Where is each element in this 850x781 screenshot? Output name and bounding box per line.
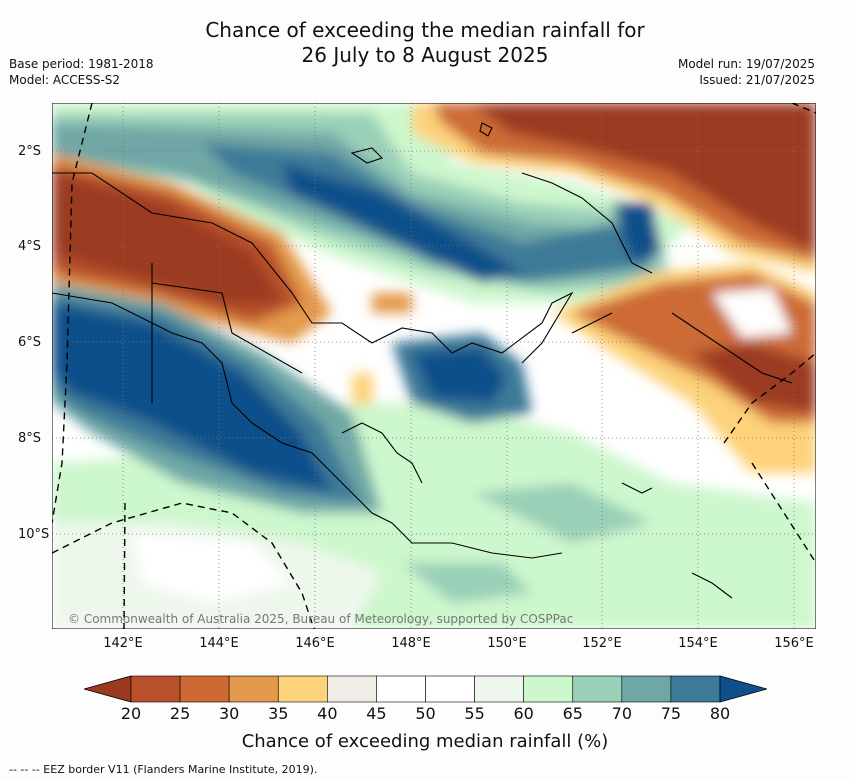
colorbar-segment: [376, 675, 426, 703]
rainfall-map: [52, 103, 816, 629]
meta-left: Base period: 1981-2018 Model: ACCESS-S2: [9, 56, 154, 88]
lon-label-148e: 148°E: [391, 636, 431, 651]
gridlines: [52, 103, 816, 629]
colorbar-segment: [425, 675, 475, 703]
colorbar-tick-label: 45: [366, 704, 387, 723]
colorbar-tick-label: 35: [268, 704, 289, 723]
colorbar-tick-label: 40: [317, 704, 338, 723]
lat-label-10s: 10°S: [18, 527, 50, 542]
colorbar-tick-label: 70: [611, 704, 632, 723]
lon-label-154e: 154°E: [678, 636, 718, 651]
colorbar-segment: [277, 675, 328, 703]
lat-label-2s: 2°S: [18, 144, 42, 159]
colorbar-tick-label: 30: [218, 704, 240, 723]
lon-label-144e: 144°E: [199, 636, 239, 651]
rainfall-field: [52, 103, 816, 629]
colorbar-segment: [670, 675, 721, 703]
colorbar-tick-label: 55: [464, 704, 485, 723]
title-line-2: 26 July to 8 August 2025: [301, 43, 549, 67]
colorbar-segment: [228, 675, 279, 703]
lon-label-156e: 156°E: [774, 636, 814, 651]
eez-legend: -- -- -- EEZ border V11 (Flanders Marine…: [9, 763, 318, 776]
colorbar-extend-low: [84, 675, 132, 703]
coastlines: [52, 122, 793, 599]
map-title: Chance of exceeding the median rainfall …: [0, 18, 850, 68]
colorbar-tick-label: 50: [415, 704, 436, 723]
lon-label-152e: 152°E: [582, 636, 622, 651]
copyright-credit: © Commonwealth of Australia 2025, Bureau…: [68, 612, 574, 626]
lat-label-8s: 8°S: [18, 431, 42, 446]
model-run: Model run: 19/07/2025: [677, 57, 815, 71]
lon-label-146e: 146°E: [295, 636, 335, 651]
colorbar-tick-label: 80: [709, 704, 731, 723]
lat-label-4s: 4°S: [18, 239, 42, 254]
colorbar-tick-label: 60: [513, 704, 534, 723]
colorbar-segment: [327, 675, 377, 703]
meta-right: Model run: 19/07/2025 Issued: 21/07/2025: [678, 56, 815, 88]
colorbar-segment: [474, 675, 524, 703]
colorbar-label: Chance of exceeding median rainfall (%): [241, 731, 609, 752]
colorbar-segment: [523, 675, 574, 703]
colorbar-segment: [130, 675, 181, 703]
colorbar-segment: [621, 675, 672, 703]
colorbar-tick-label: 25: [169, 704, 191, 723]
colorbar-tick-label: 75: [660, 704, 682, 723]
colorbar-tick-label: 65: [562, 704, 583, 723]
colorbar-extend-high: [719, 675, 767, 703]
lon-label-142e: 142°E: [103, 636, 143, 651]
title-line-1: Chance of exceeding the median rainfall …: [205, 18, 645, 42]
colorbar-segment: [179, 675, 230, 703]
lon-label-150e: 150°E: [487, 636, 527, 651]
base-period: Base period: 1981-2018: [9, 57, 154, 71]
model-name: Model: ACCESS-S2: [9, 73, 121, 87]
eez-borders: [52, 103, 816, 629]
colorbar-segment: [572, 675, 623, 703]
colorbar-tick-label: 20: [120, 704, 142, 723]
lat-label-6s: 6°S: [18, 335, 42, 350]
colorbar: [84, 675, 767, 703]
issued-date: Issued: 21/07/2025: [699, 73, 815, 87]
